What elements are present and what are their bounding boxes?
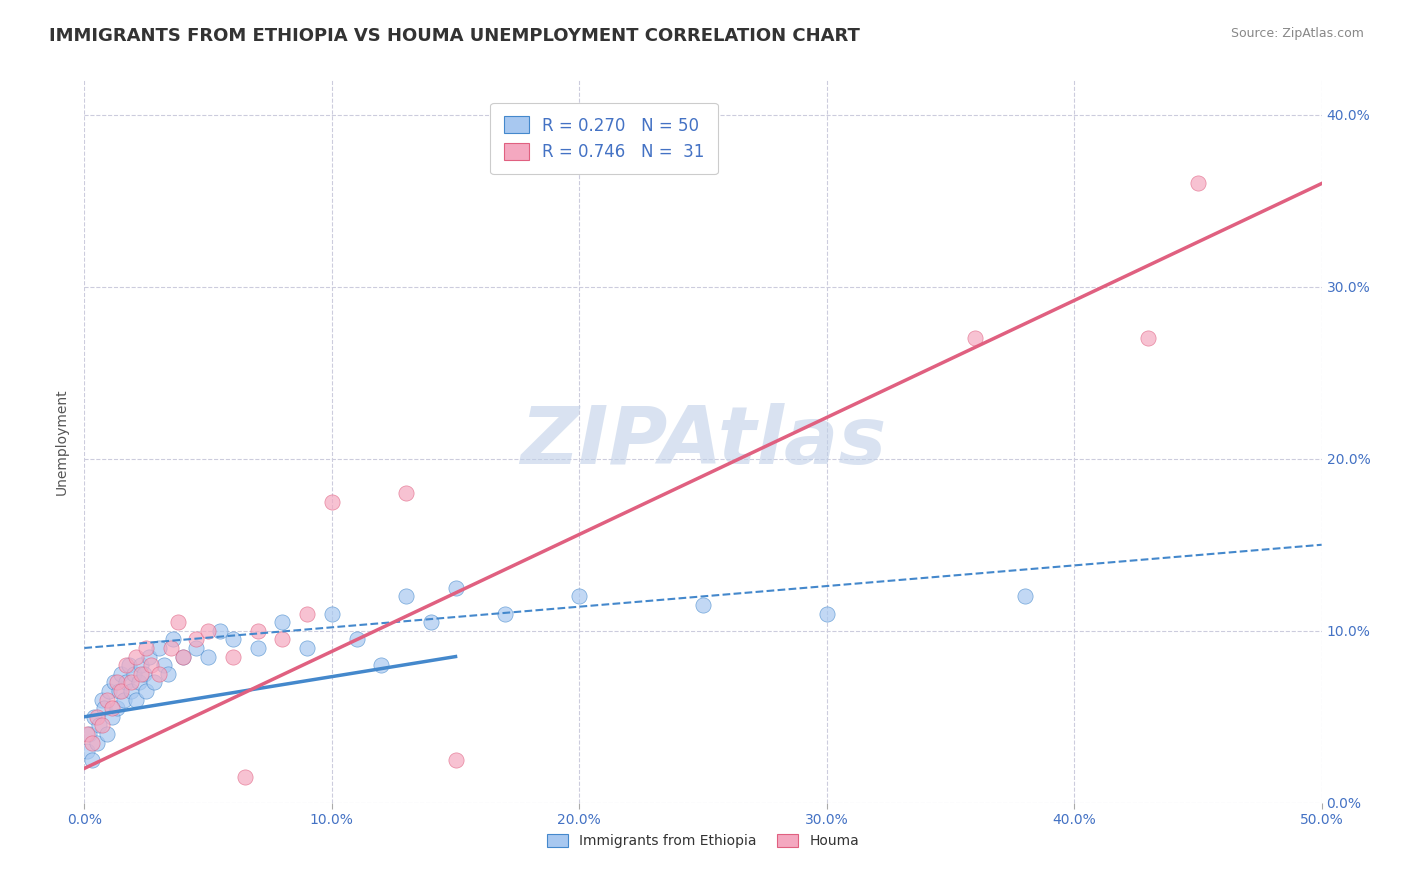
Point [167, 615, 190, 630]
Point [162, 632, 184, 647]
Point [125, 649, 148, 664]
Point [370, 658, 392, 673]
Point [295, 640, 318, 655]
Point [419, 615, 441, 630]
Point [157, 666, 180, 681]
Point [129, 666, 152, 681]
Point [222, 649, 245, 664]
Point [105, 701, 128, 715]
Point [197, 624, 219, 638]
Point [100, 701, 122, 715]
Point [103, 675, 125, 690]
Point [321, 607, 343, 621]
Point [115, 658, 138, 673]
Point [142, 675, 165, 690]
Point [148, 640, 170, 655]
Point [395, 486, 418, 500]
Point [89, 718, 111, 732]
Point [110, 666, 132, 681]
Point [120, 684, 142, 698]
Point [184, 640, 207, 655]
Point [80, 753, 103, 767]
Point [108, 684, 131, 698]
Point [568, 590, 591, 604]
Point [271, 615, 294, 630]
Point [90, 692, 112, 706]
Point [271, 632, 294, 647]
Point [93, 701, 115, 715]
Point [184, 632, 207, 647]
Point [172, 649, 194, 664]
Point [100, 710, 122, 724]
Point [96, 727, 118, 741]
Point [125, 692, 148, 706]
Point [494, 607, 516, 621]
Point [79, 727, 101, 741]
Point [160, 640, 183, 655]
Y-axis label: Unemployment: Unemployment [55, 388, 69, 495]
Point [295, 607, 318, 621]
Point [1137, 331, 1160, 345]
Point [321, 494, 343, 508]
Point [1187, 177, 1209, 191]
Legend: Immigrants from Ethiopia, Houma: Immigrants from Ethiopia, Houma [541, 829, 865, 854]
Point [118, 658, 141, 673]
Point [135, 684, 157, 698]
Point [148, 666, 170, 681]
Point [90, 718, 112, 732]
Point [80, 735, 103, 749]
Point [105, 675, 128, 690]
Point [128, 675, 150, 690]
Point [444, 753, 467, 767]
Point [692, 598, 714, 612]
Point [76, 727, 98, 741]
Point [346, 632, 368, 647]
Point [444, 581, 467, 595]
Point [120, 675, 142, 690]
Point [112, 692, 135, 706]
Point [246, 640, 269, 655]
Point [129, 658, 152, 673]
Point [138, 649, 160, 664]
Point [965, 331, 987, 345]
Point [1014, 590, 1036, 604]
Point [209, 624, 232, 638]
Point [76, 744, 98, 758]
Point [110, 684, 132, 698]
Point [197, 649, 219, 664]
Point [815, 607, 838, 621]
Point [152, 658, 174, 673]
Point [86, 710, 108, 724]
Point [172, 649, 194, 664]
Text: IMMIGRANTS FROM ETHIOPIA VS HOUMA UNEMPLOYMENT CORRELATION CHART: IMMIGRANTS FROM ETHIOPIA VS HOUMA UNEMPL… [49, 27, 860, 45]
Text: ZIPAtlas: ZIPAtlas [520, 402, 886, 481]
Point [96, 692, 118, 706]
Point [86, 735, 108, 749]
Text: Source: ZipAtlas.com: Source: ZipAtlas.com [1230, 27, 1364, 40]
Point [141, 658, 163, 673]
Point [98, 684, 121, 698]
Point [122, 666, 145, 681]
Point [395, 590, 418, 604]
Point [233, 770, 256, 784]
Point [83, 710, 105, 724]
Point [222, 632, 245, 647]
Point [132, 666, 155, 681]
Point [115, 675, 138, 690]
Point [246, 624, 269, 638]
Point [135, 640, 157, 655]
